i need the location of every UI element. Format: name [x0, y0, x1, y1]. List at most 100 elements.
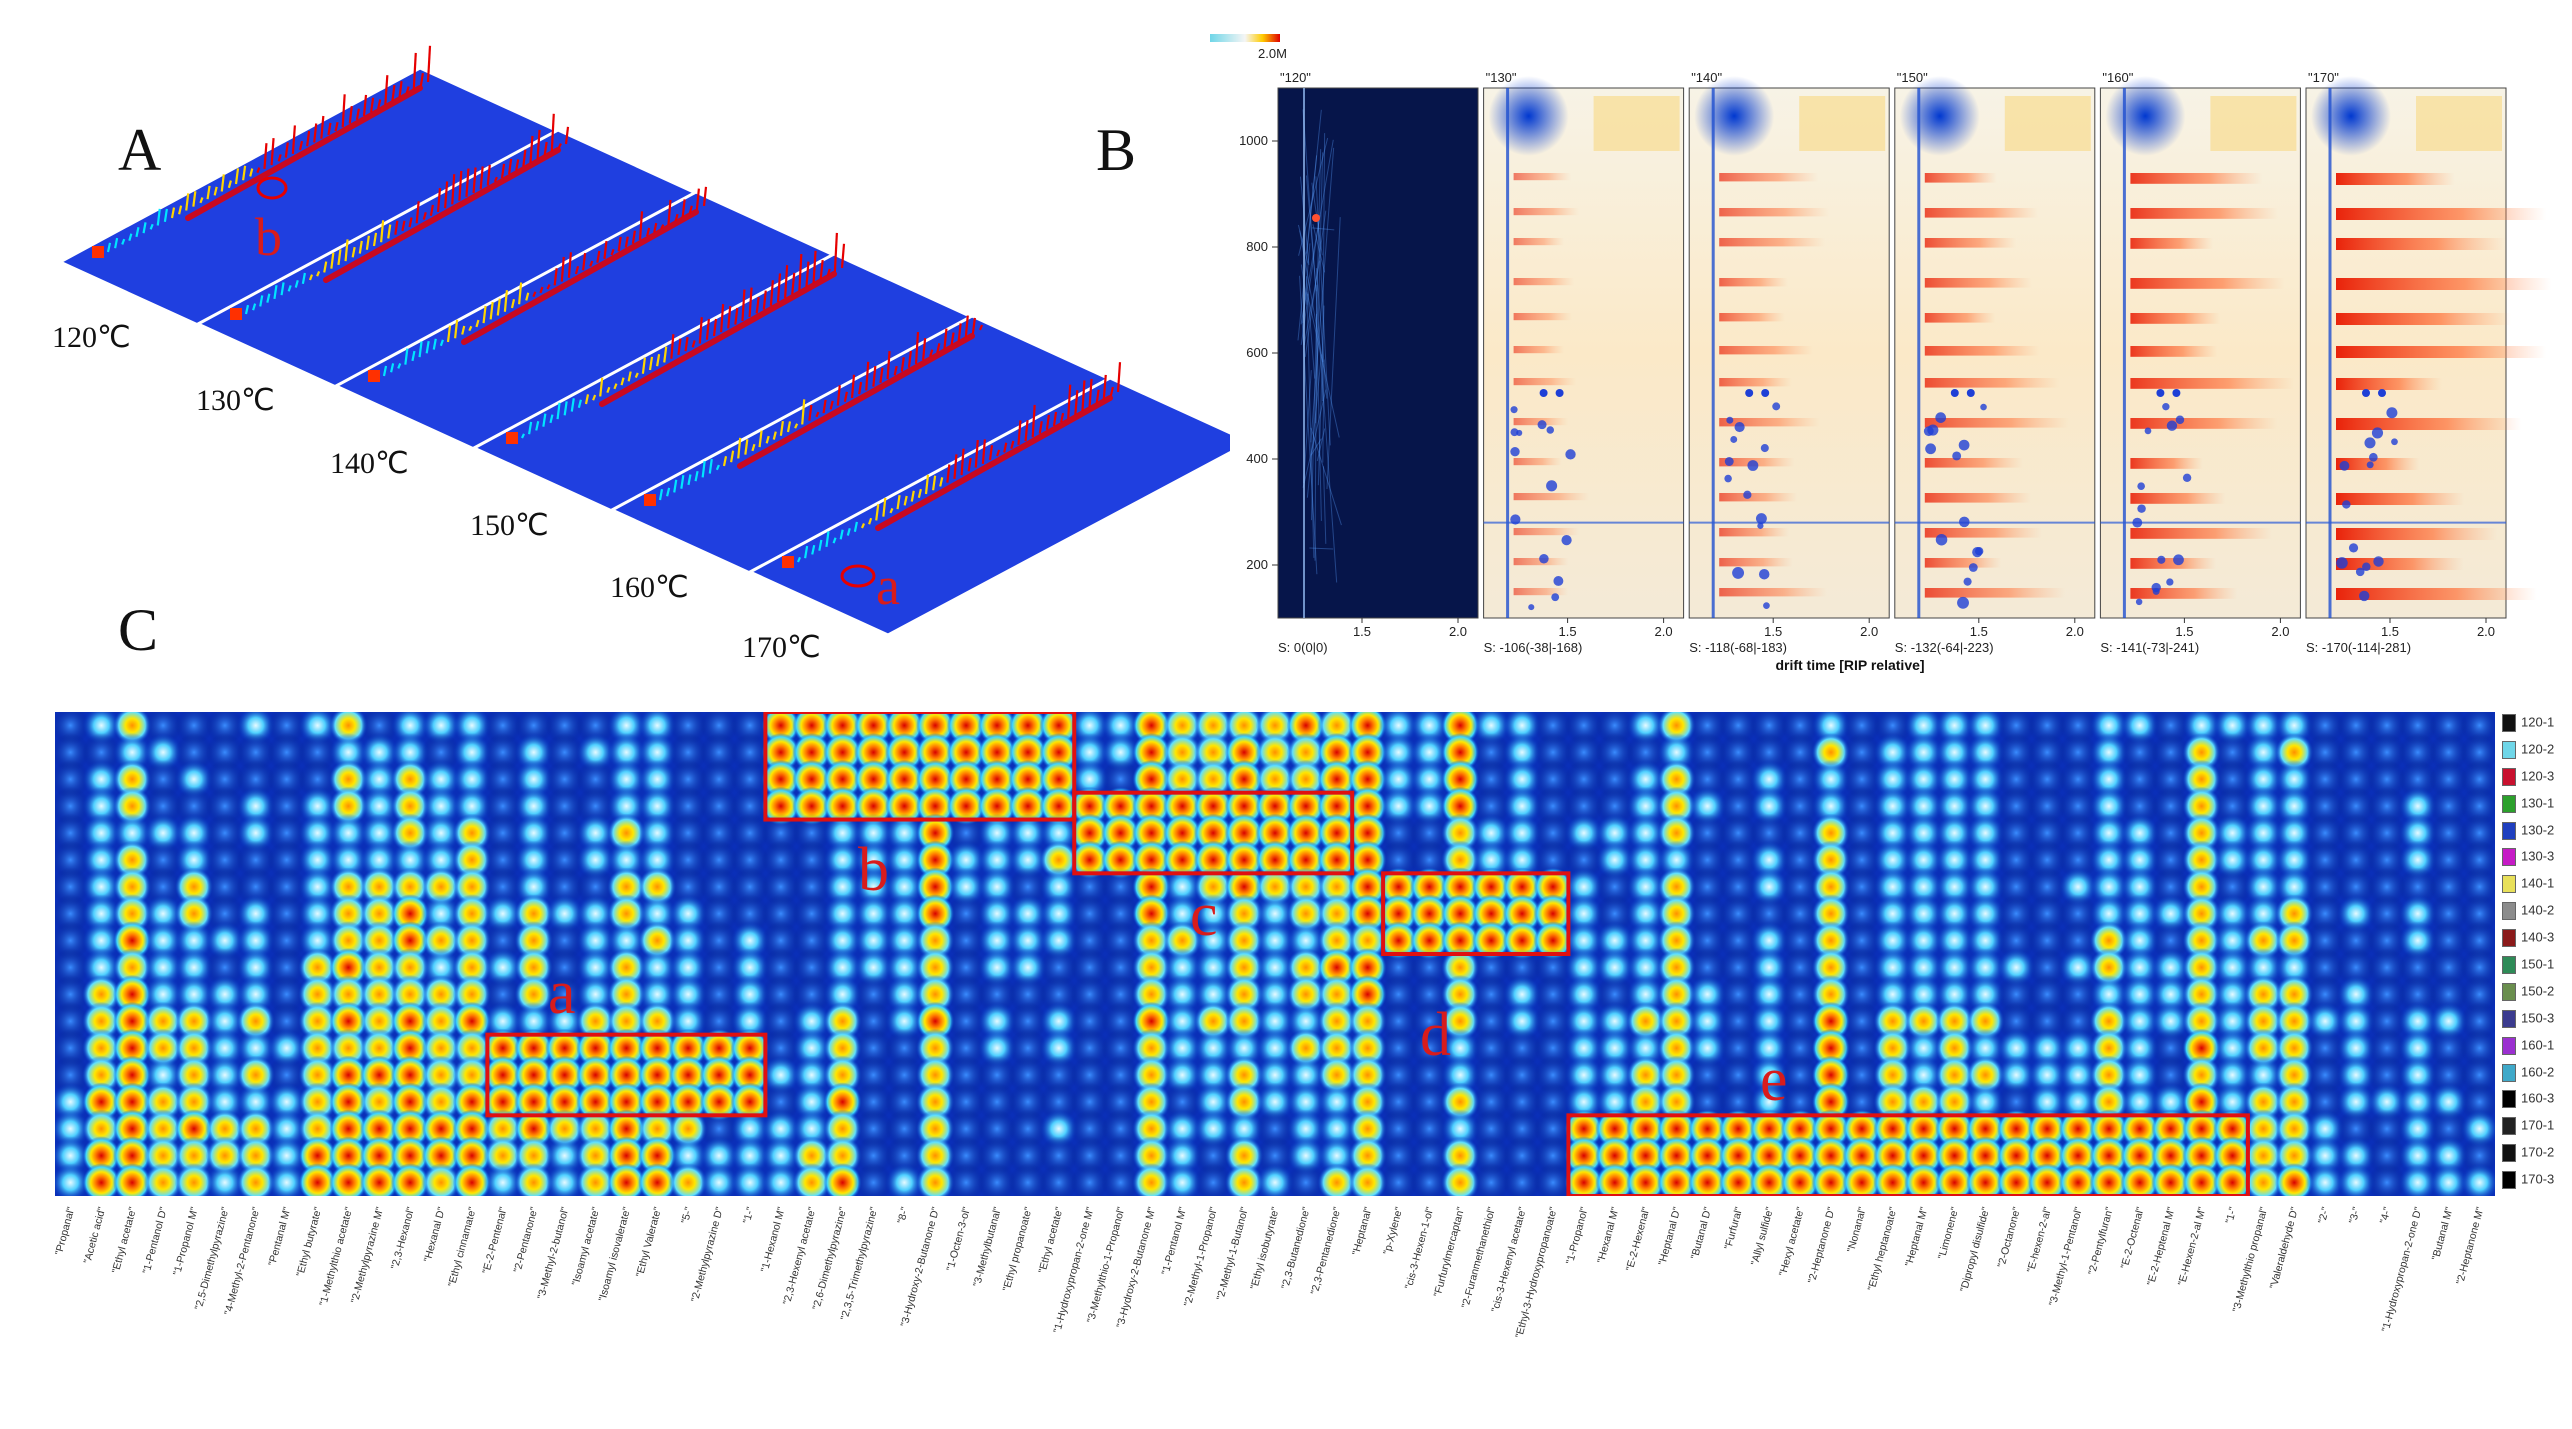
heatmap-cell [545, 1001, 584, 1041]
heatmap-cell [669, 1136, 708, 1176]
heatmap-cell [730, 1082, 770, 1122]
temperature-label: 170℃ [742, 631, 821, 664]
heatmap-cell [885, 1136, 924, 1176]
heatmap-cell [1811, 1001, 1851, 1041]
heatmap-cell [360, 840, 399, 880]
heatmap-cell [946, 1055, 986, 1095]
heatmap-cell [2089, 867, 2129, 907]
heatmap-cell [2429, 894, 2468, 934]
heatmap-cell [761, 894, 800, 934]
heatmap-cell [2028, 813, 2067, 853]
peak [698, 317, 703, 344]
heatmap-cell [2429, 1109, 2468, 1149]
heatmap-cell [2398, 894, 2437, 934]
heatmap-cell [1441, 1136, 1480, 1176]
heatmap-cell [360, 1001, 399, 1041]
peak [542, 413, 547, 427]
signal-speck [1315, 152, 1324, 424]
heatmap-cell [1132, 1001, 1171, 1041]
heatmap-cell [1750, 813, 1789, 853]
heatmap-cell [1688, 732, 1727, 772]
heatmap-cell [1348, 786, 1387, 826]
peak [330, 252, 335, 269]
negative-spot [1966, 389, 1975, 397]
heatmap-cell [2305, 974, 2345, 1014]
heatmap-cell [1224, 1082, 1264, 1122]
heatmap-cell [2151, 732, 2190, 772]
heatmap-cell [1564, 1055, 1604, 1095]
heatmap-cell [267, 867, 306, 907]
compound-label: "2,6-Dimethylpyrazine" [810, 1205, 849, 1311]
negative-spot [1537, 420, 1547, 430]
heatmap-cell [1255, 894, 1295, 934]
heatmap-cell [1688, 1028, 1727, 1068]
peak-dot [1312, 214, 1320, 222]
heatmap-cell [576, 1109, 615, 1149]
peak [804, 545, 809, 559]
heatmap-cell [1348, 1028, 1387, 1068]
heatmap-cell [1379, 894, 1418, 934]
heatmap-cell [2182, 921, 2221, 960]
heatmap-cell [1039, 1028, 1078, 1068]
heatmap-cell [730, 840, 770, 880]
heatmap-cell [1379, 921, 1418, 960]
heatmap-cell [1379, 1163, 1418, 1196]
heatmap-cell [2151, 1055, 2190, 1095]
compound-label: "E-2-Pentenal" [480, 1205, 509, 1275]
heatmap-cell [2244, 1028, 2283, 1068]
compound-label: "Allyl sulfide" [1749, 1205, 1776, 1266]
peak [744, 439, 749, 455]
peak [833, 232, 838, 272]
heatmap-cell [1626, 1028, 1665, 1068]
heatmap-cell [1286, 813, 1326, 853]
heatmap-cell [2275, 1001, 2314, 1041]
peak [444, 181, 449, 209]
heatmap-cell [607, 1082, 646, 1122]
heatmap-cell [1719, 921, 1758, 960]
legend-item: 170-1 [2502, 1117, 2554, 1136]
heatmap-cell [792, 867, 831, 907]
heatmap-cell [545, 1082, 584, 1122]
heatmap-cell [1688, 813, 1727, 853]
region-label-b: b [858, 836, 889, 904]
heatmap-cell [1626, 921, 1665, 960]
peak [840, 243, 846, 269]
heatmap-cell [792, 948, 831, 987]
heatmap-cell [1348, 894, 1387, 934]
peak [436, 187, 442, 213]
heatmap-cell [1163, 759, 1202, 799]
heatmap-cell [143, 813, 183, 853]
heatmap-cell [1502, 1028, 1542, 1068]
heatmap-cell [1472, 894, 1511, 934]
heatmap-cell [2398, 921, 2437, 960]
heatmap-cell [730, 813, 770, 853]
heatmap-cell [2120, 1163, 2159, 1196]
heatmap-cell [1533, 840, 1573, 880]
heatmap-cell [1224, 948, 1264, 987]
heatmap-cell [885, 1055, 924, 1095]
heatmap-cell [977, 840, 1017, 880]
heatmap-cell [143, 1001, 183, 1041]
heatmap-cell [2213, 1136, 2252, 1176]
heatmap-cell [329, 786, 368, 826]
heatmap-cell [360, 1028, 399, 1068]
heatmap-cell [1750, 974, 1789, 1014]
heatmap-cell [761, 1001, 800, 1041]
heatmap-cell [2182, 732, 2221, 772]
peak [291, 125, 296, 154]
heatmap-cell [1410, 1136, 1449, 1176]
heatmap-cell [2058, 1055, 2098, 1095]
heatmap-cell [236, 840, 275, 880]
heatmap-cell [638, 1055, 677, 1095]
heatmap-cell [2336, 894, 2376, 934]
heatmap-cell [2275, 1055, 2314, 1095]
heatmap-cell [1688, 948, 1727, 987]
colorbar-label: 2.0M [1258, 46, 1287, 61]
heatmap-cell [638, 1136, 677, 1176]
peak [252, 303, 257, 311]
heatmap-cell [1873, 1136, 1912, 1176]
red-streak [1513, 493, 1589, 501]
heatmap-cell [977, 813, 1017, 853]
heatmap-cell [360, 974, 399, 1014]
heatmap-cell [761, 867, 800, 907]
